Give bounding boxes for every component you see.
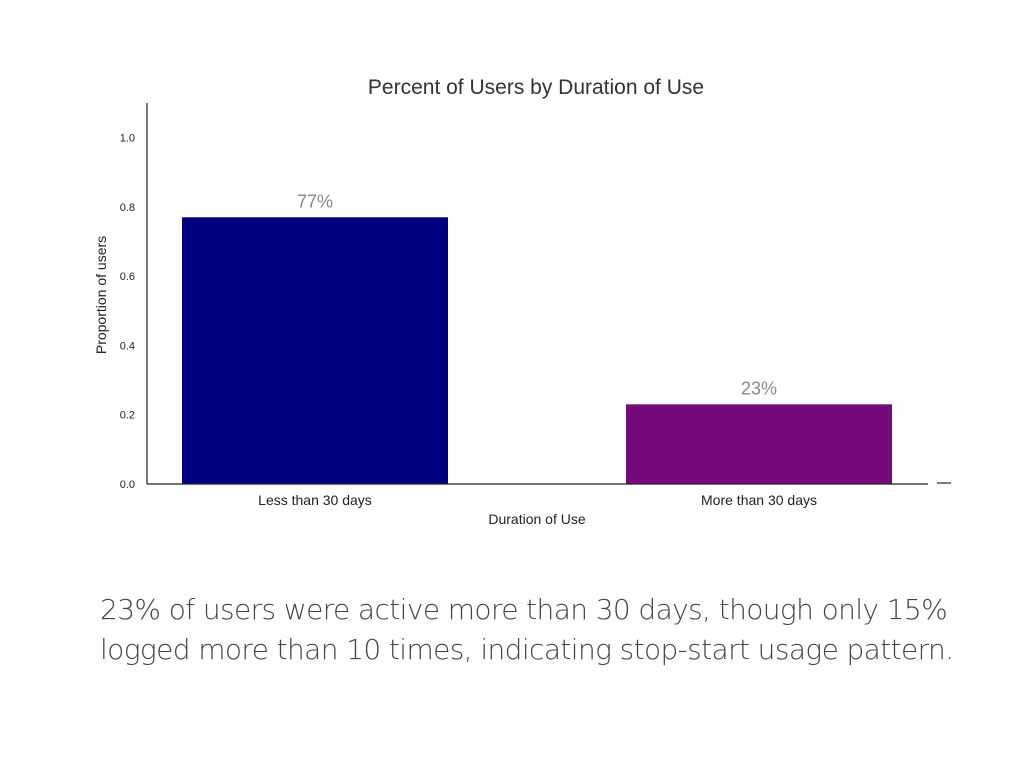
caption: 23% of users were active more than 30 da… <box>100 590 1000 670</box>
data-label-more-than-30-days: 23% <box>741 378 777 398</box>
y-tick-label: 0.4 <box>120 340 135 352</box>
y-tick-label: 0.0 <box>120 479 135 491</box>
bars-group <box>182 217 892 485</box>
x-tick-labels-group: Less than 30 days More than 30 days <box>258 492 817 508</box>
x-tick-label-more-than-30-days: More than 30 days <box>701 492 817 508</box>
y-tick-label: 0.6 <box>120 271 135 283</box>
data-label-less-than-30-days: 77% <box>297 191 333 211</box>
bar-more-than-30-days <box>626 404 892 484</box>
data-labels-group: 77% 23% <box>297 191 777 398</box>
y-axis-label: Proportion of users <box>93 236 109 354</box>
y-ticks-group: 0.0 0.2 0.4 0.6 0.8 1.0 <box>120 133 135 491</box>
chart-title: Percent of Users by Duration of Use <box>368 76 704 99</box>
caption-line-1: 23% of users were active more than 30 da… <box>100 593 948 626</box>
caption-line-2: logged more than 10 times, indicating st… <box>100 633 954 666</box>
y-tick-label: 1.0 <box>120 133 135 145</box>
bar-less-than-30-days <box>182 217 448 485</box>
y-tick-label: 0.2 <box>120 410 135 422</box>
y-tick-label: 0.8 <box>120 202 135 214</box>
bar-chart: Percent of Users by Duration of Use 0.00… <box>93 76 951 527</box>
x-tick-label-less-than-30-days: Less than 30 days <box>258 492 372 508</box>
x-axis-label: Duration of Use <box>488 511 585 527</box>
